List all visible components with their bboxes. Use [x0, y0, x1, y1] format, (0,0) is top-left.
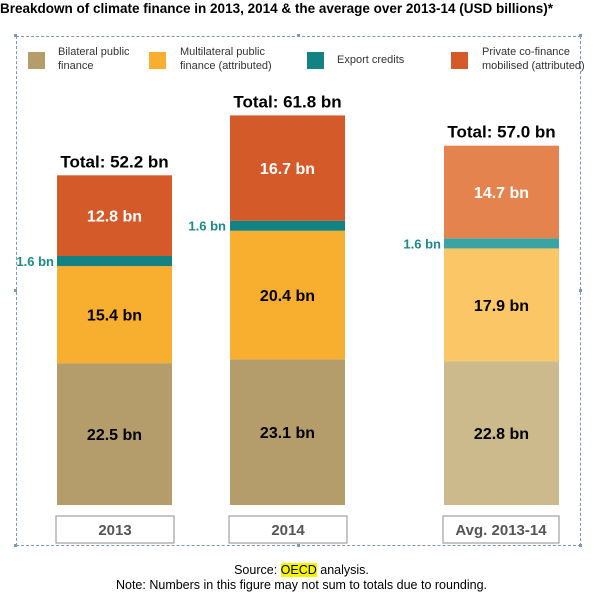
bar-value-label: 1.6 bn [403, 236, 441, 251]
legend-line: Bilateral public [58, 46, 130, 58]
frame-handle [579, 34, 582, 37]
category-label: Avg. 2013-14 [455, 522, 547, 539]
bar-value-label: 16.7 bn [260, 161, 315, 178]
legend-label-export: Export credits [337, 53, 404, 67]
category-label: 2013 [98, 522, 131, 539]
category-box [442, 515, 560, 544]
category-box [55, 515, 175, 544]
bar-value-label: 22.5 bn [87, 427, 142, 444]
bar-value-label: 14.7 bn [474, 185, 529, 202]
legend-line: Private co-finance [482, 46, 571, 58]
bar-segment [230, 359, 345, 505]
bar-segment [444, 361, 559, 505]
frame-handle [14, 289, 17, 292]
source-line: Source: OECD analysis. [0, 563, 603, 578]
bar-segment [230, 220, 345, 231]
source-org-link[interactable]: OECD [280, 563, 317, 577]
legend-label-private: Private co-finance mobilised (attributed… [482, 45, 585, 73]
bar-value-label: 23.1 bn [260, 425, 315, 442]
bar-value-label: 17.9 bn [474, 298, 529, 315]
footnote: Note: Numbers in this figure may not sum… [115, 578, 488, 592]
legend-swatch-multilateral [149, 52, 166, 69]
frame-handle [14, 34, 17, 37]
source-suffix: analysis. [316, 563, 369, 577]
frame-handle [579, 289, 582, 292]
chart-title: Breakdown of climate finance in 2013, 20… [0, 1, 553, 16]
legend-label-multilateral: Multilateral public finance (attributed) [180, 45, 272, 73]
bar-segment [230, 230, 345, 360]
bar-value-label: 20.4 bn [260, 288, 315, 305]
bar-value-label: 1.6 bn [188, 219, 226, 234]
frame-handle [14, 544, 17, 547]
frame-handle [579, 544, 582, 547]
bar-segment [230, 115, 345, 221]
bar-segment [57, 363, 172, 505]
bar-value-label: 15.4 bn [87, 308, 142, 325]
bar-total-label: Total: 57.0 bn [447, 123, 555, 142]
legend-line: finance [58, 60, 94, 72]
legend-line: finance (attributed) [180, 60, 272, 72]
legend-swatch-private [451, 52, 468, 69]
bar-segment [57, 266, 172, 364]
legend-label-bilateral: Bilateral public finance [58, 45, 130, 73]
source-prefix: Source: [234, 563, 281, 577]
bar-value-label: 12.8 bn [87, 209, 142, 226]
chart-footer: Source: OECD analysis. Note: Numbers in … [0, 563, 603, 593]
bar-segment [57, 175, 172, 256]
legend-line: Export credits [337, 54, 405, 66]
legend-swatch-bilateral [28, 52, 45, 69]
bar-segment [444, 248, 559, 362]
bar-value-label: 22.8 bn [474, 426, 529, 443]
frame-handle [297, 544, 300, 547]
category-box [228, 515, 348, 544]
bar-total-label: Total: 61.8 bn [233, 92, 341, 111]
frame-handle [297, 34, 300, 37]
bar-segment [444, 145, 559, 239]
bar-segment [444, 238, 559, 249]
category-label: 2014 [271, 522, 305, 539]
legend-swatch-export [307, 52, 324, 69]
legend-line: Multilateral public [180, 46, 265, 58]
bar-segment [57, 255, 172, 267]
legend-line: mobilised (attributed) [482, 60, 585, 72]
bar-total-label: Total: 52.2 bn [60, 152, 168, 171]
chart-legend: Bilateral public finance Multilateral pu… [20, 39, 585, 85]
bar-value-label: 1.6 bn [16, 254, 54, 269]
